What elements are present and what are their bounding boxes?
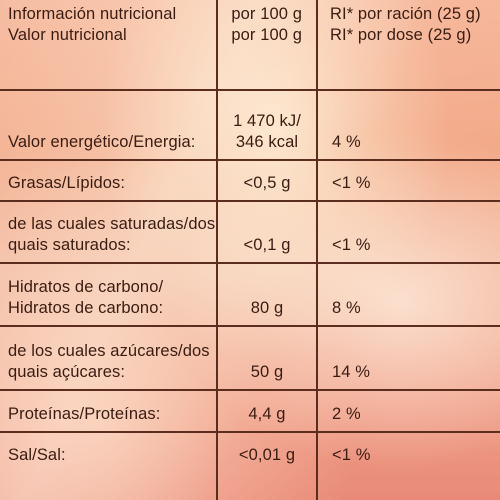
header-per100-cell: por 100 g por 100 g <box>216 0 317 90</box>
row-per100-line: 80 g <box>250 299 284 317</box>
row-per100-line: <0,1 g <box>243 236 291 254</box>
row-ri-line: 4 % <box>332 133 361 151</box>
row-ri-line: <1 % <box>332 174 371 192</box>
row-ri-cell: 8 % <box>316 262 500 326</box>
row-ri-cell: 14 % <box>316 325 500 390</box>
row-label-cell: Proteínas/Proteínas: <box>0 389 217 432</box>
header-per100-line: por 100 g <box>231 26 302 44</box>
row-label-cell: Sal/Sal: <box>0 431 217 500</box>
header-per100-line: por 100 g <box>231 5 302 23</box>
row-label-line: de las cuales saturadas/dos <box>8 215 216 233</box>
table-row-energy: Valor energético/Energia: 1 470 kJ/ 346 … <box>0 89 500 160</box>
row-per100-line: 346 kcal <box>235 133 299 151</box>
row-label-cell: de los cuales azúcares/dos quais açúcare… <box>0 325 217 390</box>
table-row-salt: Sal/Sal: <0,01 g <1 % <box>0 431 500 500</box>
row-label-line: quais saturados: <box>8 236 131 254</box>
row-per100-cell: 80 g <box>216 262 317 326</box>
row-ri-line: 8 % <box>332 299 361 317</box>
table-row-sugars: de los cuales azúcares/dos quais açúcare… <box>0 325 500 390</box>
row-per100-line: 4,4 g <box>248 405 286 423</box>
row-per100-cell: <0,5 g <box>216 159 317 201</box>
row-ri-line: 2 % <box>332 405 361 423</box>
row-ri-cell: 4 % <box>316 89 500 160</box>
row-label-cell: Grasas/Lípidos: <box>0 159 217 201</box>
row-per100-line: 1 470 kJ/ <box>233 112 301 130</box>
row-ri-cell: 2 % <box>316 389 500 432</box>
row-per100-cell: 4,4 g <box>216 389 317 432</box>
header-label-line: Información nutricional <box>8 5 177 23</box>
row-ri-line: <1 % <box>332 236 371 254</box>
row-label-line: Valor energético/Energia: <box>8 133 196 151</box>
table-header-row: Información nutricional Valor nutriciona… <box>0 0 500 90</box>
row-label-cell: de las cuales saturadas/dos quais satura… <box>0 200 217 263</box>
row-per100-line: 50 g <box>250 363 284 381</box>
row-ri-line: <1 % <box>332 446 371 464</box>
row-ri-cell: <1 % <box>316 431 500 500</box>
row-label-line: de los cuales azúcares/dos <box>8 342 210 360</box>
row-label-line: Proteínas/Proteínas: <box>8 405 161 423</box>
row-label-line: Hidratos de carbono/ <box>8 278 164 296</box>
row-label-line: Sal/Sal: <box>8 446 66 464</box>
header-ri-cell: RI* por ración (25 g) RI* por dose (25 g… <box>316 0 500 90</box>
row-label-cell: Hidratos de carbono/ Hidratos de carbono… <box>0 262 217 326</box>
header-ri-line: RI* por ración (25 g) <box>330 5 481 23</box>
row-label-line: quais açúcares: <box>8 363 126 381</box>
row-label-cell: Valor energético/Energia: <box>0 89 217 160</box>
row-ri-cell: <1 % <box>316 200 500 263</box>
row-label-line: Grasas/Lípidos: <box>8 174 126 192</box>
row-ri-line: 14 % <box>332 363 371 381</box>
header-label-line: Valor nutricional <box>8 26 127 44</box>
header-label-cell: Información nutricional Valor nutriciona… <box>0 0 217 90</box>
row-per100-cell: <0,01 g <box>216 431 317 500</box>
row-per100-cell: 50 g <box>216 325 317 390</box>
row-per100-cell: 1 470 kJ/ 346 kcal <box>216 89 317 160</box>
header-ri-line: RI* por dose (25 g) <box>330 26 472 44</box>
row-ri-cell: <1 % <box>316 159 500 201</box>
table-row-protein: Proteínas/Proteínas: 4,4 g 2 % <box>0 389 500 432</box>
row-per100-cell: <0,1 g <box>216 200 317 263</box>
row-per100-line: <0,5 g <box>243 174 291 192</box>
table-row-saturates: de las cuales saturadas/dos quais satura… <box>0 200 500 263</box>
table-row-carbohydrates: Hidratos de carbono/ Hidratos de carbono… <box>0 262 500 326</box>
row-label-line: Hidratos de carbono: <box>8 299 164 317</box>
table-row-fat: Grasas/Lípidos: <0,5 g <1 % <box>0 159 500 201</box>
row-per100-line: <0,01 g <box>238 446 296 464</box>
